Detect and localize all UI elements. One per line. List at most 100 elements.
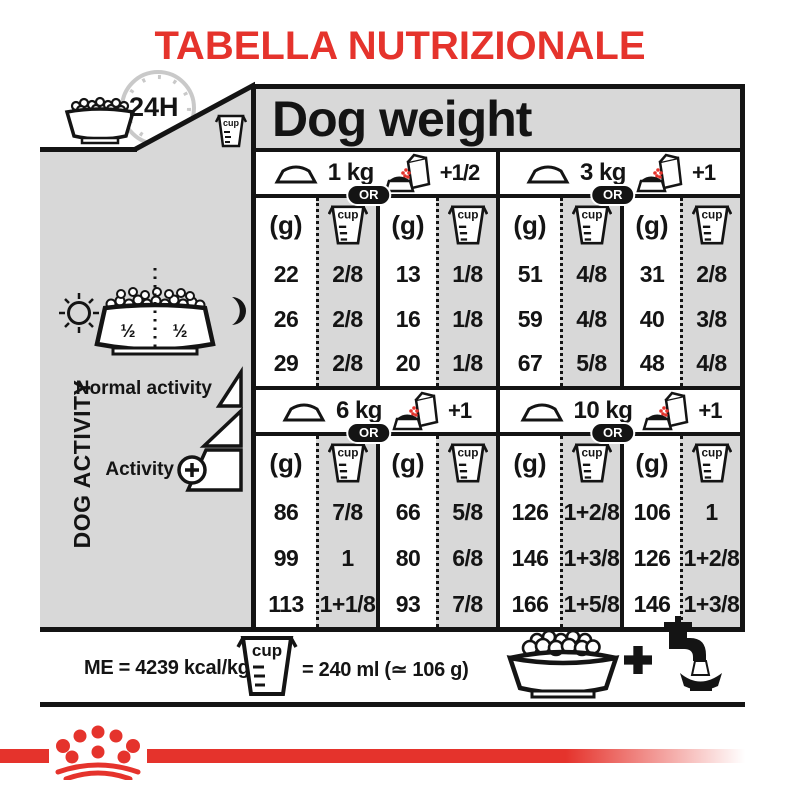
section-6kg: 6 kg +1 OR (g) 86	[256, 390, 496, 627]
grams-value: 166	[511, 590, 549, 617]
extra-portion-label: +1	[691, 160, 716, 185]
clock-24h-label: 24H	[129, 92, 179, 122]
cups-column: cup 7/8 1 1+1/8	[316, 436, 376, 627]
grams-value: 106	[633, 499, 671, 526]
cups-value: 3/8	[696, 305, 727, 332]
cups-value: 1+1/8	[319, 590, 376, 617]
grams-value: 20	[395, 350, 421, 377]
section-3kg: 3 kg +1 OR (g) 51	[500, 152, 740, 386]
kibble-pack-icon	[636, 153, 683, 193]
grams-header: (g)	[391, 447, 425, 478]
weight-label: 1 kg	[327, 159, 375, 186]
or-badge: OR	[590, 422, 636, 444]
bowl-icon	[519, 403, 564, 422]
sun-icon	[59, 293, 99, 333]
grams-value: 59	[517, 305, 543, 332]
grams-header: (g)	[513, 209, 547, 240]
brand-stripe-left	[0, 749, 49, 763]
cup-icon: cup	[214, 114, 248, 148]
grams-column: (g) 22 26 29	[256, 198, 316, 386]
cups-value: 7/8	[332, 499, 363, 526]
grams-value: 99	[273, 545, 299, 571]
svg-text:cup: cup	[701, 208, 722, 222]
weight-header-3kg: 3 kg +1 OR	[500, 152, 740, 206]
svg-text:cup: cup	[701, 446, 722, 460]
feeding-table: Dog weight 1 kg +1/2	[251, 84, 745, 632]
extra-portion-label: +1	[447, 398, 472, 423]
cups-value: 1/8	[452, 260, 483, 287]
corner-24h-graphic: cup	[40, 70, 255, 152]
cups-value: 7/8	[452, 590, 483, 617]
bowl-icon	[274, 165, 318, 184]
food-bowl-icon	[506, 630, 620, 699]
split-bowl-icon: ½ ½	[94, 268, 216, 356]
grams-value: 16	[395, 305, 421, 332]
grams-value: 31	[639, 260, 665, 287]
svg-text:cup: cup	[252, 641, 282, 660]
cup-icon: cup	[236, 636, 298, 696]
cups-value: 5/8	[452, 499, 483, 526]
normal-activity-label: Normal activity	[75, 378, 212, 399]
cups-column: cup 1 1+2/8 1+3/8	[680, 436, 740, 627]
cups-value: 1/8	[452, 350, 483, 377]
kibble-pack-icon	[384, 153, 431, 193]
cups-value: 1+2/8	[683, 545, 740, 571]
svg-text:cup: cup	[223, 118, 240, 128]
cups-value: 6/8	[452, 545, 483, 571]
cups-value: 5/8	[576, 350, 607, 377]
cup-icon: cup	[447, 205, 488, 245]
cup-icon: cup	[691, 443, 732, 483]
grams-header: (g)	[635, 447, 669, 478]
svg-text:cup: cup	[337, 446, 358, 460]
grams-column: (g) 86 99 113	[256, 436, 316, 627]
half-left-label: ½	[120, 321, 135, 341]
grams-value: 13	[395, 260, 421, 287]
dog-activity-sidebar	[40, 152, 251, 632]
grams-column: (g) 31 40 48	[620, 198, 680, 386]
grams-value: 66	[395, 499, 421, 526]
kibble-pack-icon	[642, 391, 689, 431]
grams-header: (g)	[391, 209, 425, 240]
section-1kg: 1 kg +1/2 OR (g) 22	[256, 152, 496, 386]
grams-value: 126	[633, 545, 671, 571]
extra-portion-label: +1	[698, 398, 722, 423]
activity-ramp-small-icon	[215, 366, 243, 408]
cups-value: 2/8	[332, 305, 363, 332]
section-10kg: 10 kg +1 OR (g) 126	[500, 390, 740, 627]
cups-value: 4/8	[696, 350, 727, 377]
grams-header: (g)	[635, 209, 669, 240]
water-tap-icon	[664, 616, 722, 691]
cups-value: 2/8	[696, 260, 727, 287]
grams-column: (g) 106 126 146	[620, 436, 680, 627]
grams-value: 80	[395, 545, 421, 571]
extra-portion-label: +1/2	[439, 160, 480, 185]
grams-column: (g) 51 59 67	[500, 198, 560, 386]
grams-value: 51	[517, 260, 543, 287]
or-badge: OR	[346, 422, 392, 444]
activity-level-triangles	[177, 366, 243, 492]
cup-equivalent-label: = 240 ml (≃ 106 g)	[302, 659, 469, 681]
weight-sections-grid: 1 kg +1/2 OR (g) 22	[256, 152, 740, 627]
activity-plus-label: Activity	[105, 459, 174, 480]
grams-value: 22	[273, 260, 299, 287]
grams-value: 26	[273, 305, 299, 332]
cups-value: 1	[705, 499, 718, 526]
grams-column: (g) 13 16 20	[376, 198, 436, 386]
cups-column: cup 1+2/8 1+3/8 1+5/8	[560, 436, 620, 627]
or-badge: OR	[590, 184, 636, 206]
grams-value: 48	[639, 350, 665, 377]
cups-value: 4/8	[576, 260, 607, 287]
cup-icon: cup	[327, 443, 368, 483]
cups-column: cup 2/8 3/8 4/8	[680, 198, 740, 386]
grams-value: 146	[633, 590, 671, 617]
kibble-pack-icon	[392, 391, 439, 431]
plus-icon	[624, 646, 652, 674]
crown-paw-logo	[55, 725, 141, 780]
kibble-bowl-icon	[64, 96, 136, 145]
grams-value: 146	[511, 545, 549, 571]
grams-value: 29	[273, 350, 299, 377]
cup-icon: cup	[571, 205, 612, 245]
grams-value: 126	[511, 499, 549, 526]
grams-value: 40	[639, 305, 665, 332]
